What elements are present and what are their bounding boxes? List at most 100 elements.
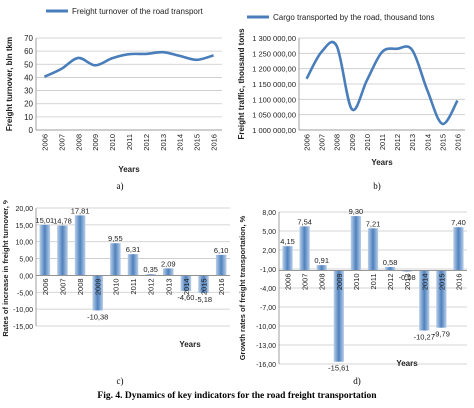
data-label: -9,79 bbox=[433, 330, 450, 339]
data-label: -10,38 bbox=[87, 312, 108, 321]
x-axis-title: Years bbox=[118, 165, 140, 174]
x-tick-label: 2010 bbox=[108, 134, 117, 151]
x-tick-label: 2008 bbox=[318, 273, 327, 290]
y-tick-label: 10 bbox=[24, 113, 33, 122]
y-axis-title: Growth rates of freight transportation, … bbox=[238, 215, 247, 360]
x-tick-label: 2010 bbox=[111, 278, 120, 295]
x-tick-label: 2006 bbox=[303, 134, 312, 151]
bar bbox=[316, 265, 327, 271]
y-tick-label: 0 bbox=[29, 126, 34, 135]
bar bbox=[57, 225, 68, 276]
bar bbox=[39, 224, 51, 276]
data-label: 17,81 bbox=[71, 206, 90, 215]
x-axis-title: Years bbox=[396, 359, 418, 368]
data-label: 7,40 bbox=[451, 218, 466, 227]
bar bbox=[127, 254, 139, 276]
x-tick-label: 2016 bbox=[453, 134, 462, 151]
data-label: -15,61 bbox=[328, 364, 349, 373]
data-label: -5,18 bbox=[195, 295, 212, 304]
bar bbox=[419, 270, 430, 331]
panel-label: d) bbox=[353, 376, 361, 386]
y-tick-label: 0,00 bbox=[19, 273, 33, 280]
x-tick-label: 2012 bbox=[386, 273, 395, 290]
x-tick-label: 2008 bbox=[74, 134, 83, 151]
y-tick-label: -15,00 bbox=[13, 324, 33, 331]
y-tick-label: 60 bbox=[24, 47, 33, 56]
y-tick-label: -4,00 bbox=[260, 286, 276, 293]
x-tick-label: 2014 bbox=[176, 134, 185, 151]
series-line bbox=[305, 40, 459, 126]
bar bbox=[333, 270, 344, 362]
panel-label: b) bbox=[373, 181, 381, 191]
y-tick-label: -10,00 bbox=[13, 307, 33, 314]
y-tick-label: 1 200 000,00 bbox=[252, 65, 296, 74]
data-label: 7,21 bbox=[366, 219, 381, 228]
x-tick-label: 2012 bbox=[142, 134, 151, 151]
bar bbox=[453, 227, 464, 271]
bar bbox=[350, 216, 362, 271]
x-tick-label: 2016 bbox=[217, 278, 226, 295]
x-tick-label: 2015 bbox=[437, 273, 446, 290]
bar bbox=[74, 215, 86, 276]
x-tick-label: 2007 bbox=[318, 134, 327, 151]
y-tick-label: 1 300 000,00 bbox=[252, 34, 296, 43]
panel-label: a) bbox=[117, 181, 124, 191]
x-tick-label: 2007 bbox=[58, 278, 67, 295]
x-tick-label: 2011 bbox=[369, 273, 378, 289]
bar bbox=[402, 270, 413, 272]
chart-b-cargo-transported: Cargo transported by the road, thousand … bbox=[237, 13, 465, 191]
bar bbox=[198, 275, 209, 293]
chart-d-freight-transportation-growth-rates: -16,00 -13,00 -10,00 -7,00 -4,00 -1,00 2,00 5,0… bbox=[238, 207, 467, 386]
y-axis-title: Freight turnover, bln tkm bbox=[5, 37, 14, 131]
y-tick-label: -13,00 bbox=[256, 343, 276, 350]
x-tick-label: 2014 bbox=[182, 278, 191, 295]
bar bbox=[110, 243, 121, 276]
y-tick-label: 15,00 bbox=[15, 223, 33, 230]
y-tick-label: 10,00 bbox=[15, 240, 33, 247]
y-tick-label: 30 bbox=[24, 87, 33, 96]
x-axis-title: Years bbox=[179, 340, 201, 349]
x-tick-label: 2015 bbox=[193, 134, 202, 151]
x-tick-label: 2012 bbox=[147, 278, 156, 295]
y-tick-label: 1 250 000,00 bbox=[252, 49, 296, 58]
y-tick-label: 20,00 bbox=[15, 206, 33, 213]
data-label: 7,54 bbox=[297, 217, 312, 226]
data-label: 2,09 bbox=[161, 259, 176, 268]
data-label: 0,91 bbox=[314, 256, 329, 265]
chart-a-freight-turnover: Freight turnover of the road transport 0 1… bbox=[5, 7, 222, 191]
x-tick-label: 2009 bbox=[335, 273, 344, 290]
x-tick-label: 2016 bbox=[210, 134, 219, 151]
y-tick-label: -7,00 bbox=[260, 305, 276, 312]
x-tick-label: 2014 bbox=[420, 273, 429, 290]
x-tick-label: 2009 bbox=[94, 278, 103, 295]
y-tick-label: 20 bbox=[24, 100, 33, 109]
x-tick-label: 2010 bbox=[363, 134, 372, 151]
y-tick-label: -10,00 bbox=[256, 324, 276, 331]
x-tick-label: 2009 bbox=[91, 134, 100, 151]
bar bbox=[162, 268, 174, 276]
x-tick-label: 2006 bbox=[284, 273, 293, 290]
legend-label: Freight turnover of the road transport bbox=[72, 7, 204, 16]
x-axis-title: Years bbox=[371, 158, 393, 167]
y-tick-label: -1,00 bbox=[260, 267, 276, 274]
data-label: 6,31 bbox=[126, 245, 141, 254]
data-label: 15,01 bbox=[35, 216, 54, 225]
y-tick-label: 5,00 bbox=[262, 229, 276, 236]
y-tick-label: 2,00 bbox=[262, 248, 276, 255]
bar bbox=[436, 270, 447, 328]
y-tick-label: 1 050 000,00 bbox=[252, 111, 296, 120]
y-axis-title: Rates of increase in freight turnover, % bbox=[1, 200, 10, 337]
bar bbox=[92, 275, 104, 311]
x-tick-label: 2016 bbox=[454, 273, 463, 290]
y-axis-title: Freight traffic, thousand tons bbox=[237, 28, 246, 140]
bar bbox=[215, 254, 227, 276]
x-tick-label: 2013 bbox=[159, 134, 168, 151]
y-tick-label: 40 bbox=[24, 73, 33, 82]
x-tick-label: 2013 bbox=[408, 134, 417, 151]
bar bbox=[282, 246, 293, 271]
x-tick-label: 2013 bbox=[403, 273, 412, 290]
y-tick-label: 70 bbox=[24, 34, 33, 43]
figure-caption: Fig. 4. Dynamics of key indicators for t… bbox=[97, 391, 377, 401]
y-tick-label: 1 150 000,00 bbox=[252, 80, 296, 89]
x-tick-label: 2015 bbox=[200, 278, 209, 295]
